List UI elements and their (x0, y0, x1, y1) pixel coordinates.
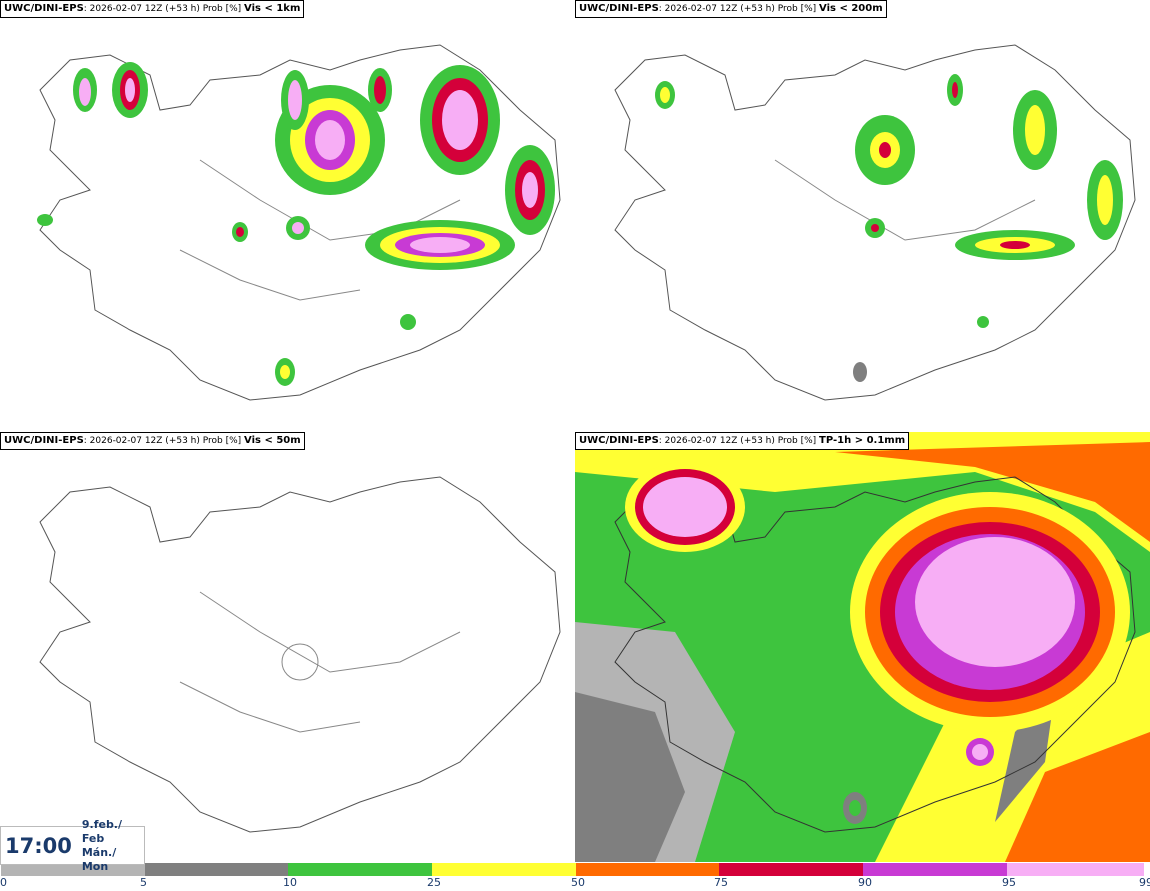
colorbar-bin (1, 863, 145, 876)
map-panel-vis-200m: UWC/DINI-EPS: 2026-02-07 12Z (+53 h) Pro… (575, 0, 1150, 430)
colorbar (1, 863, 1144, 876)
colorbar-bin (288, 863, 432, 876)
panel-header: UWC/DINI-EPS: 2026-02-07 12Z (+53 h) Pro… (575, 432, 910, 450)
colorbar-tick-label: 0 (0, 876, 7, 889)
iceland-map (39, 476, 561, 833)
colorbar-tick-label: 50 (571, 876, 585, 889)
coastline (614, 476, 1136, 833)
map-panel-vis-50m: UWC/DINI-EPS: 2026-02-07 12Z (+53 h) Pro… (0, 432, 575, 862)
colorbar-bin (145, 863, 288, 876)
colorbar-bin (432, 863, 576, 876)
fog-areas (37, 62, 555, 386)
coastline (39, 44, 561, 401)
colorbar-tick-label: 25 (427, 876, 441, 889)
fog-areas (655, 74, 1123, 382)
map-panel-vis-1km: UWC/DINI-EPS: 2026-02-07 12Z (+53 h) Pro… (0, 0, 575, 430)
panel-header: UWC/DINI-EPS: 2026-02-07 12Z (+53 h) Pro… (575, 0, 887, 18)
iceland-map (575, 432, 1150, 862)
panel-header: UWC/DINI-EPS: 2026-02-07 12Z (+53 h) Pro… (0, 0, 305, 18)
panel-header: UWC/DINI-EPS: 2026-02-07 12Z (+53 h) Pro… (0, 432, 305, 450)
colorbar-tick-label: 75 (714, 876, 728, 889)
map-panel-precip: UWC/DINI-EPS: 2026-02-07 12Z (+53 h) Pro… (575, 432, 1150, 862)
coastline (614, 44, 1136, 401)
colorbar-bin (576, 863, 719, 876)
colorbar-tick-label: 99 (1139, 876, 1150, 889)
colorbar-tick-label: 90 (858, 876, 872, 889)
coastline (39, 476, 561, 833)
colorbar-tick-label: 95 (1002, 876, 1016, 889)
precip-areas (625, 462, 1130, 824)
valid-time-box: 17:00 9.feb./ Feb Mán./ Mon (0, 818, 145, 873)
iceland-map (37, 44, 561, 401)
colorbar-tick-label: 5 (140, 876, 147, 889)
colorbar-bin (863, 863, 1007, 876)
colorbar-tick-label: 10 (283, 876, 297, 889)
iceland-map (614, 44, 1136, 401)
valid-time: 17:00 (5, 833, 72, 858)
colorbar-bin (1007, 863, 1144, 876)
colorbar-bin (719, 863, 863, 876)
valid-date: 9.feb./ Feb Mán./ Mon (81, 817, 123, 873)
